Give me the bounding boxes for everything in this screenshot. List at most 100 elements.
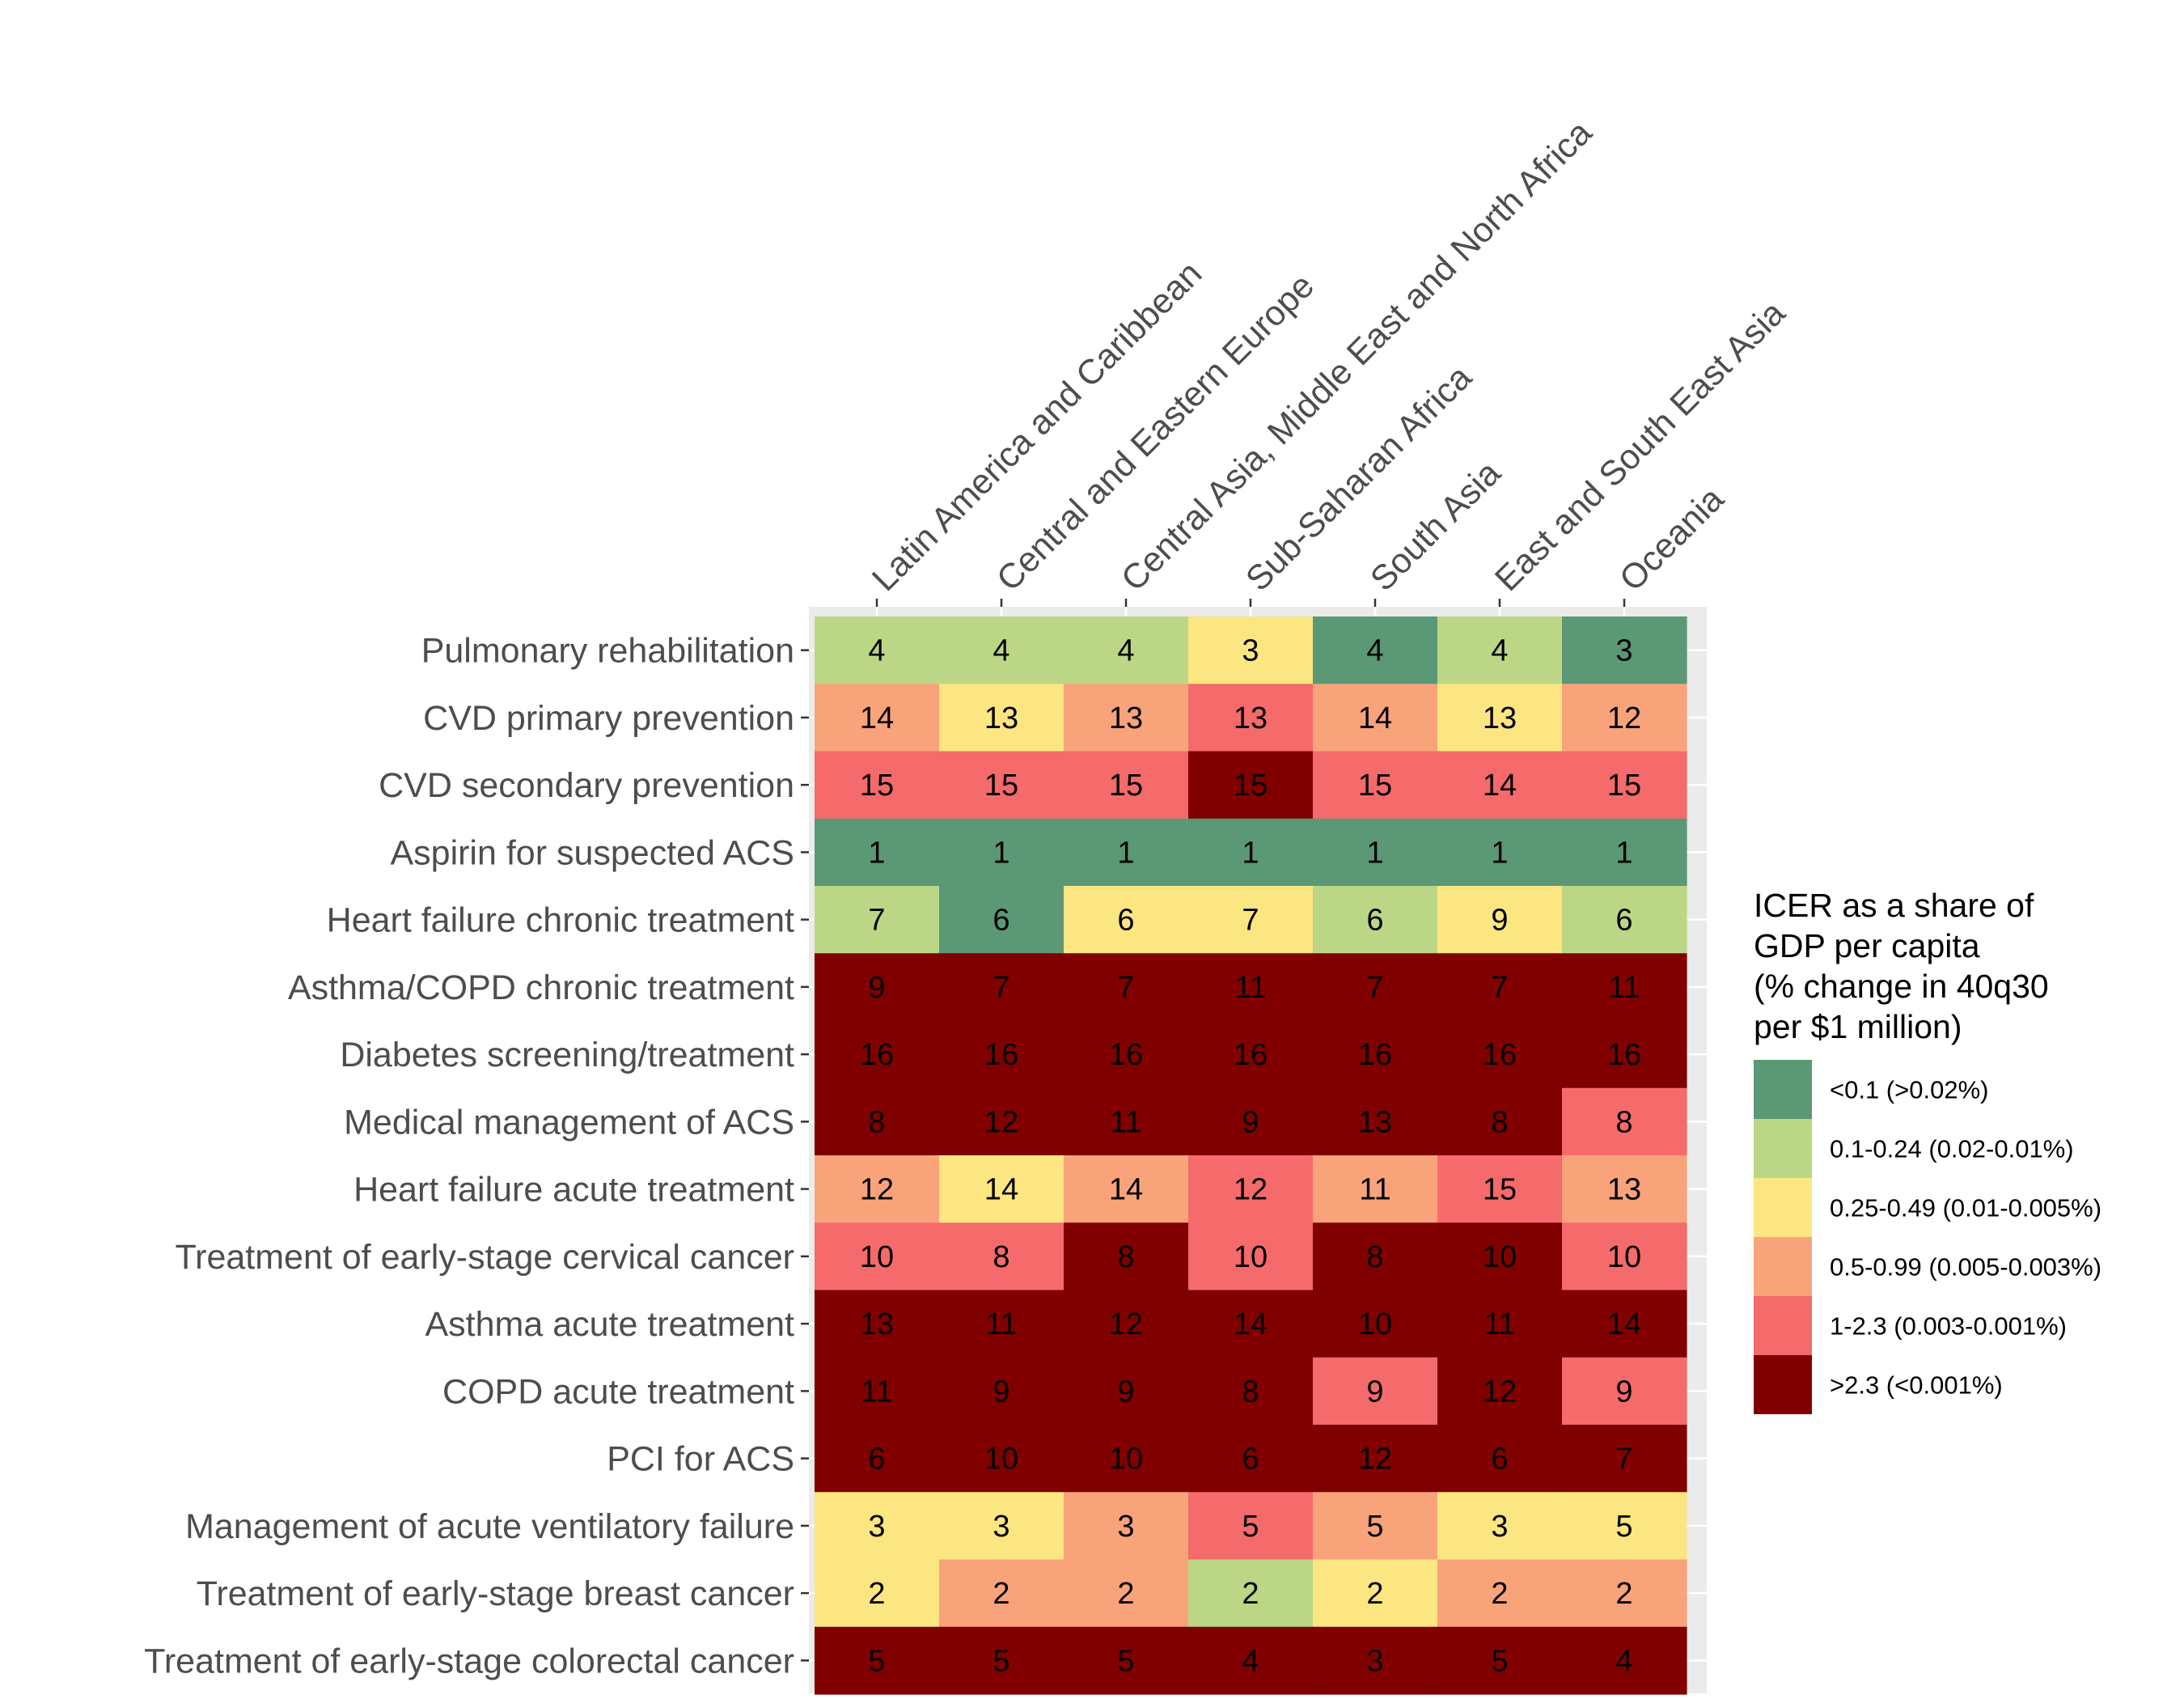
y-axis-tick-label: Management of acute ventilatory failure bbox=[185, 1507, 794, 1546]
y-axis-tick-label: Asthma acute treatment bbox=[425, 1305, 795, 1344]
heatmap-cell bbox=[1562, 684, 1687, 752]
heatmap-cell bbox=[815, 751, 940, 820]
heatmap-cell bbox=[815, 1559, 940, 1628]
heatmap-cell bbox=[1437, 1155, 1563, 1223]
heatmap-cell bbox=[1313, 1626, 1438, 1695]
cell-value-label: 7 bbox=[993, 971, 1009, 1005]
heatmap-cell bbox=[1064, 886, 1189, 954]
cell-value-label: 7 bbox=[1117, 971, 1134, 1005]
heatmap-cell bbox=[1562, 1492, 1687, 1561]
cell-value-label: 11 bbox=[1110, 1105, 1141, 1139]
heatmap-cell bbox=[1437, 1492, 1563, 1561]
legend-key bbox=[1754, 1119, 1812, 1178]
heatmap-cell bbox=[1313, 1222, 1438, 1291]
heatmap-cell bbox=[1313, 1087, 1438, 1156]
heatmap-cell bbox=[815, 1357, 940, 1426]
cell-value-label: 6 bbox=[1366, 904, 1383, 938]
cell-value-label: 16 bbox=[1109, 1038, 1143, 1072]
cell-value-label: 13 bbox=[1109, 701, 1143, 735]
cell-value-label: 12 bbox=[860, 1173, 894, 1207]
cell-value-label: 7 bbox=[1615, 1443, 1632, 1477]
cell-value-label: 16 bbox=[1358, 1038, 1392, 1072]
heatmap-cell bbox=[1562, 1425, 1687, 1493]
cell-value-label: 3 bbox=[1615, 634, 1632, 668]
heatmap-cell bbox=[1562, 1222, 1687, 1291]
cell-value-label: 13 bbox=[1483, 701, 1517, 735]
heatmap-cell bbox=[815, 1087, 940, 1156]
cell-value-label: 15 bbox=[1234, 769, 1268, 803]
heatmap-cell bbox=[939, 1425, 1064, 1493]
legend-title-line: per $1 million) bbox=[1754, 1008, 1962, 1045]
legend-title-line: GDP per capita bbox=[1754, 927, 1980, 964]
heatmap-cell bbox=[815, 1020, 940, 1089]
heatmap-cell bbox=[939, 1559, 1064, 1628]
heatmap-cell bbox=[1064, 818, 1189, 887]
cell-value-label: 13 bbox=[1607, 1173, 1641, 1207]
cell-value-label: 8 bbox=[1117, 1240, 1134, 1274]
heatmap-cell bbox=[939, 751, 1064, 820]
heatmap-cell bbox=[1188, 1425, 1314, 1493]
cell-value-label: 3 bbox=[1366, 1644, 1383, 1678]
cell-value-label: 11 bbox=[1608, 971, 1640, 1005]
legend-item-label: 0.25-0.49 (0.01-0.005%) bbox=[1830, 1194, 2101, 1222]
cell-value-label: 4 bbox=[1491, 634, 1508, 668]
legend-item-label: >2.3 (<0.001%) bbox=[1830, 1371, 2003, 1400]
heatmap-cell bbox=[1562, 1155, 1687, 1223]
cell-value-label: 2 bbox=[1615, 1577, 1632, 1611]
cell-value-label: 15 bbox=[860, 769, 894, 803]
cell-value-label: 5 bbox=[1242, 1510, 1259, 1544]
heatmap-cell bbox=[1064, 1492, 1189, 1561]
heatmap-cell bbox=[815, 818, 940, 887]
heatmap-cell bbox=[1562, 953, 1687, 1022]
cell-value-label: 13 bbox=[860, 1307, 894, 1341]
heatmap-cell bbox=[815, 1290, 940, 1358]
cell-value-label: 16 bbox=[860, 1038, 894, 1072]
y-axis-tick-label: Aspirin for suspected ACS bbox=[390, 833, 794, 872]
cell-value-label: 1 bbox=[1615, 836, 1632, 870]
heatmap-cell bbox=[1188, 1559, 1314, 1628]
heatmap-cell bbox=[1188, 1290, 1314, 1358]
heatmap-cell bbox=[1562, 818, 1687, 887]
cell-value-label: 10 bbox=[860, 1240, 894, 1274]
x-axis-tick-label: Oceania bbox=[1612, 480, 1731, 599]
heatmap-cell bbox=[1562, 616, 1687, 684]
heatmap-cell bbox=[1313, 1492, 1438, 1561]
heatmap-cell bbox=[1437, 1020, 1563, 1089]
heatmap-cell bbox=[1188, 684, 1314, 752]
heatmap-cell bbox=[1313, 1155, 1438, 1223]
cell-value-label: 12 bbox=[1483, 1375, 1517, 1409]
cell-value-label: 8 bbox=[1615, 1105, 1632, 1139]
heatmap-cell bbox=[1437, 818, 1563, 887]
heatmap-cell bbox=[939, 1492, 1064, 1561]
heatmap-cell bbox=[1064, 1626, 1189, 1695]
heatmap-cell bbox=[815, 1425, 940, 1493]
heatmap-cell bbox=[1437, 1222, 1563, 1291]
cell-value-label: 2 bbox=[868, 1577, 885, 1611]
heatmap-cell bbox=[939, 616, 1064, 684]
cell-value-label: 15 bbox=[1358, 769, 1392, 803]
heatmap-cell bbox=[1064, 616, 1189, 684]
heatmap-cell bbox=[1064, 751, 1189, 820]
heatmap-cell bbox=[939, 1290, 1064, 1358]
cell-value-label: 5 bbox=[1491, 1644, 1508, 1678]
cell-value-label: 8 bbox=[1366, 1240, 1383, 1274]
cell-value-label: 2 bbox=[1242, 1577, 1259, 1611]
heatmap-cell bbox=[815, 953, 940, 1022]
heatmap-cell bbox=[1437, 616, 1563, 684]
cell-value-label: 9 bbox=[1491, 904, 1508, 938]
heatmap-cell bbox=[939, 1155, 1064, 1223]
heatmap-cells bbox=[815, 616, 1687, 1695]
heatmap-cell bbox=[1437, 684, 1563, 752]
cell-value-label: 11 bbox=[861, 1375, 892, 1409]
heatmap-cell bbox=[1313, 818, 1438, 887]
heatmap-cell bbox=[939, 818, 1064, 887]
cell-value-label: 5 bbox=[1615, 1510, 1632, 1544]
cell-value-label: 15 bbox=[1109, 769, 1143, 803]
heatmap-cell bbox=[1064, 684, 1189, 752]
cell-value-label: 2 bbox=[1366, 1577, 1383, 1611]
heatmap-cell bbox=[1064, 1425, 1189, 1493]
cell-value-label: 10 bbox=[984, 1443, 1018, 1477]
legend-item-label: <0.1 (>0.02%) bbox=[1830, 1076, 1988, 1104]
heatmap-cell bbox=[815, 886, 940, 954]
